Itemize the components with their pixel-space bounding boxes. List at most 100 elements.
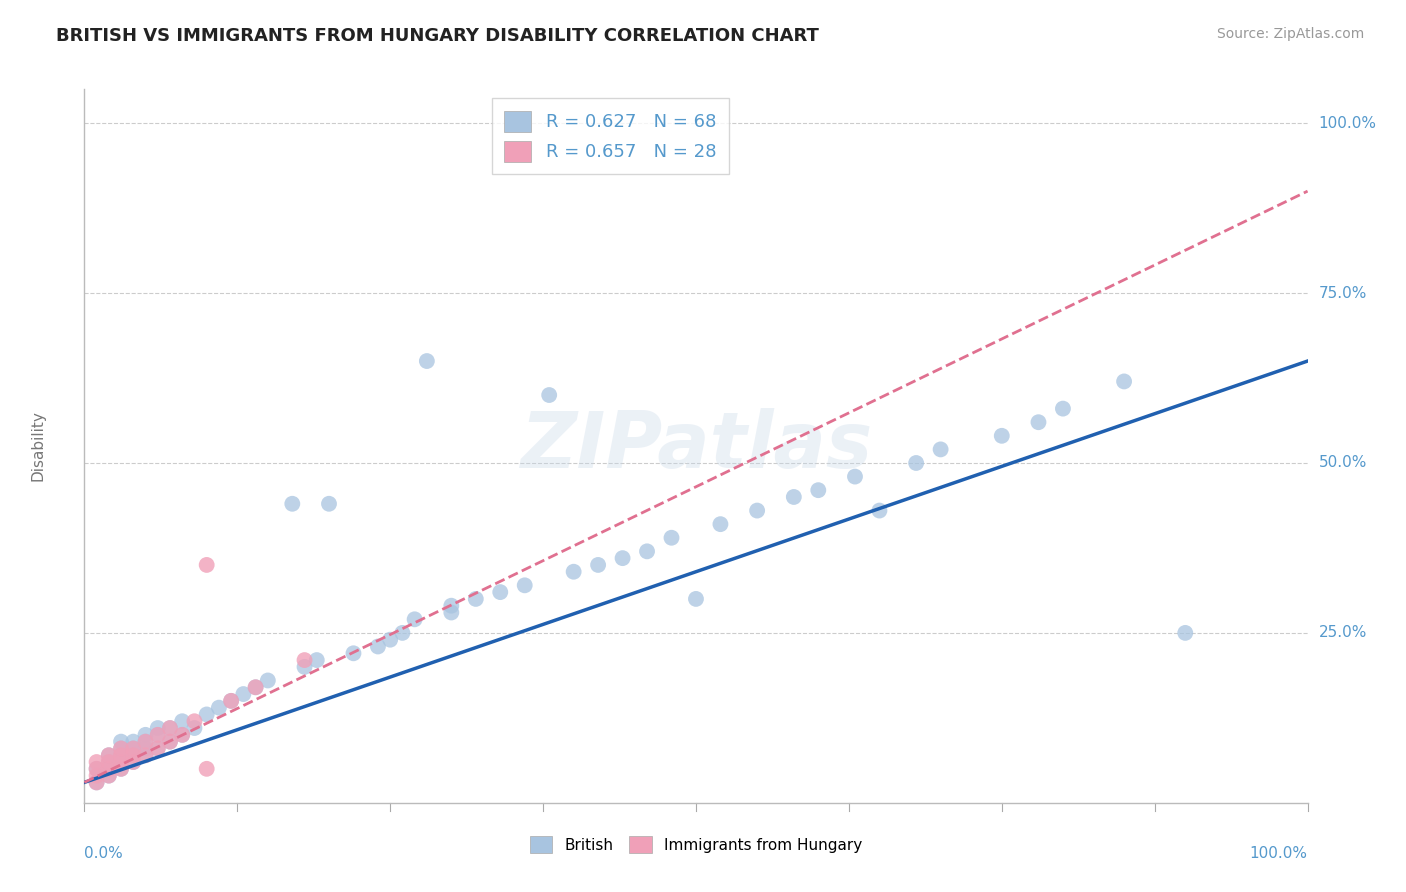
Point: [135, 748, 157, 763]
Point: [195, 762, 218, 776]
Text: ZIPatlas: ZIPatlas: [520, 408, 872, 484]
Point: [97, 769, 120, 783]
Point: [1028, 415, 1050, 429]
Point: [661, 531, 683, 545]
Point: [219, 694, 242, 708]
Point: [172, 714, 194, 729]
Point: [97, 769, 120, 783]
Text: 100.0%: 100.0%: [1319, 116, 1376, 131]
Point: [110, 741, 132, 756]
Point: [110, 741, 132, 756]
Text: BRITISH VS IMMIGRANTS FROM HUNGARY DISABILITY CORRELATION CHART: BRITISH VS IMMIGRANTS FROM HUNGARY DISAB…: [56, 27, 820, 45]
Point: [135, 741, 157, 756]
Point: [110, 755, 132, 769]
Point: [122, 741, 145, 756]
Point: [783, 490, 806, 504]
Point: [294, 660, 316, 674]
Point: [318, 497, 340, 511]
Point: [869, 503, 891, 517]
Point: [183, 714, 205, 729]
Point: [636, 544, 658, 558]
Point: [86, 775, 108, 789]
Point: [416, 354, 439, 368]
Point: [404, 612, 426, 626]
Text: 25.0%: 25.0%: [1319, 625, 1367, 640]
Point: [86, 762, 108, 776]
Point: [135, 734, 157, 748]
Point: [122, 734, 145, 748]
Point: [97, 748, 120, 763]
Point: [146, 728, 169, 742]
Point: [110, 734, 132, 748]
Point: [86, 769, 108, 783]
Point: [586, 558, 609, 572]
Point: [86, 762, 108, 776]
Point: [172, 728, 194, 742]
Point: [172, 728, 194, 742]
Point: [110, 748, 132, 763]
Point: [709, 517, 731, 532]
Text: 100.0%: 100.0%: [1250, 846, 1308, 861]
Point: [110, 762, 132, 776]
Text: Disability: Disability: [31, 410, 45, 482]
Point: [159, 721, 181, 735]
Point: [183, 721, 205, 735]
Point: [538, 388, 561, 402]
Point: [195, 707, 218, 722]
Point: [513, 578, 536, 592]
Point: [747, 503, 769, 517]
Point: [122, 748, 145, 763]
Point: [281, 497, 304, 511]
Point: [122, 755, 145, 769]
Point: [1114, 375, 1136, 389]
Point: [135, 734, 157, 748]
Text: 75.0%: 75.0%: [1319, 285, 1367, 301]
Point: [305, 653, 328, 667]
Point: [807, 483, 830, 498]
Point: [146, 741, 169, 756]
Point: [146, 721, 169, 735]
Point: [159, 734, 181, 748]
Text: 50.0%: 50.0%: [1319, 456, 1367, 470]
Point: [135, 728, 157, 742]
Point: [219, 694, 242, 708]
Point: [380, 632, 402, 647]
Point: [489, 585, 512, 599]
Point: [991, 429, 1014, 443]
Point: [97, 762, 120, 776]
Point: [245, 680, 267, 694]
Point: [905, 456, 928, 470]
Point: [685, 591, 707, 606]
Point: [135, 748, 157, 763]
Point: [97, 748, 120, 763]
Point: [159, 721, 181, 735]
Point: [929, 442, 952, 457]
Point: [97, 755, 120, 769]
Point: [159, 734, 181, 748]
Point: [97, 755, 120, 769]
Legend: British, Immigrants from Hungary: British, Immigrants from Hungary: [523, 830, 869, 859]
Point: [1174, 626, 1197, 640]
Point: [110, 748, 132, 763]
Point: [97, 762, 120, 776]
Point: [294, 653, 316, 667]
Point: [146, 741, 169, 756]
Point: [562, 565, 585, 579]
Point: [122, 748, 145, 763]
Point: [146, 728, 169, 742]
Point: [367, 640, 389, 654]
Point: [1052, 401, 1074, 416]
Text: 0.0%: 0.0%: [84, 846, 124, 861]
Point: [86, 755, 108, 769]
Point: [464, 591, 486, 606]
Point: [245, 680, 267, 694]
Point: [232, 687, 254, 701]
Text: Source: ZipAtlas.com: Source: ZipAtlas.com: [1216, 27, 1364, 41]
Point: [342, 646, 364, 660]
Point: [122, 741, 145, 756]
Point: [195, 558, 218, 572]
Point: [208, 700, 231, 714]
Point: [440, 599, 463, 613]
Point: [440, 606, 463, 620]
Point: [110, 755, 132, 769]
